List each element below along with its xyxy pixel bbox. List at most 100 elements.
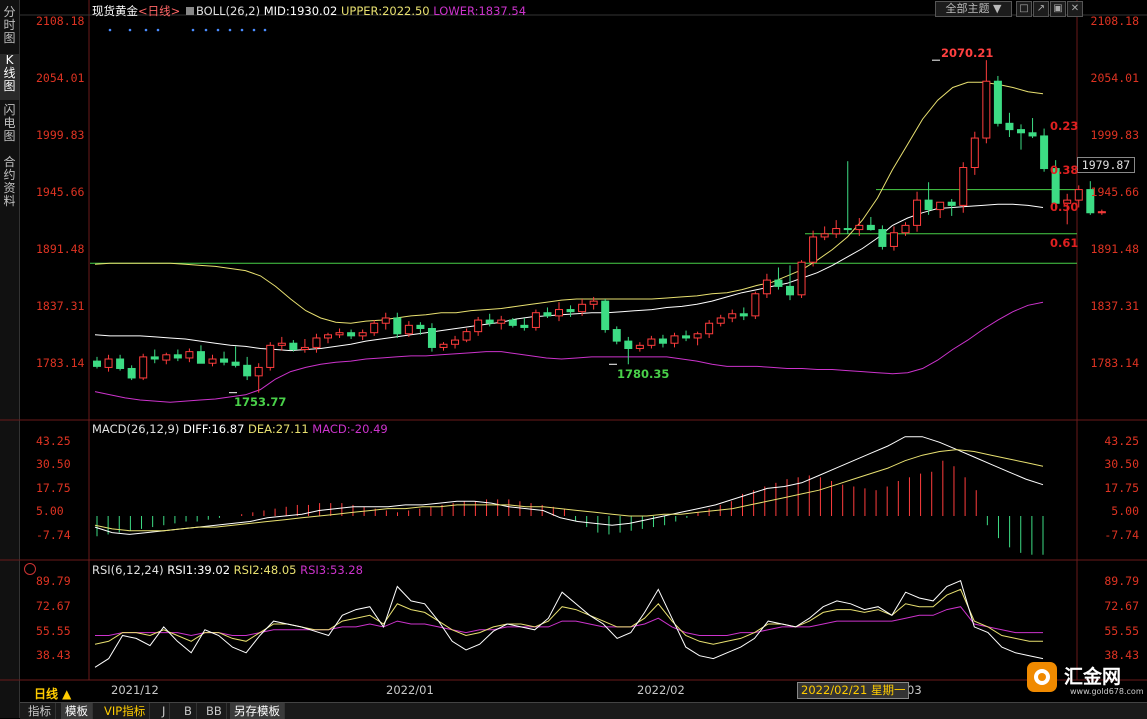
candle-body [1074,189,1083,201]
rsi-axis-left-0: 89.79 [36,574,71,588]
close-icon[interactable]: ✕ [1067,1,1083,17]
maximize-icon[interactable]: ▣ [1050,1,1066,17]
candle-body [832,228,841,235]
candle-body [427,327,436,348]
tab-save-template[interactable]: 另存模板 [230,703,285,719]
candle-body [843,228,852,231]
candle-body [243,364,252,377]
candle-body [889,232,898,247]
cursor-date-tag: 2022/02/21 星期一 [797,682,910,699]
signal-dot [204,28,208,32]
dropdown-arrow-icon: ▼ [993,2,1002,15]
tab-timeshare[interactable]: 分时图 [3,5,16,45]
fib-label-0236: 0.236 [1050,119,1078,133]
candle-body [913,199,922,226]
candle-body [797,261,806,296]
candle-body [1063,199,1072,204]
signal-dot [191,28,195,32]
macd-axis-right-0: 43.25 [1104,434,1139,448]
rsi-settings-icon[interactable] [24,563,36,575]
price-axis-left-0: 2108.18 [36,14,85,28]
candle-body [993,80,1002,124]
candle-body [578,303,587,313]
fib-label-0618: 0.618 [1050,236,1078,250]
macd-value: MACD:-20.49 [312,422,388,436]
period-selector[interactable]: 日线 ▲ [34,687,72,701]
candle-body [497,319,506,324]
macd-name: MACD(26,12,9) [92,422,180,436]
price-axis-right-3: 1945.66 [1090,185,1139,199]
macd-dea: DEA:27.11 [248,422,309,436]
candle-body [1086,189,1095,214]
candle-body [820,233,829,238]
tab-template[interactable]: 模板 [61,703,93,719]
price-axis-left-6: 1783.14 [36,356,85,370]
macd-axis-right-3: 5.00 [1111,504,1139,518]
macd-diff: DIFF:16.87 [183,422,245,436]
theme-dropdown[interactable]: 全部主题 ▼ [935,1,1012,17]
candle-body [393,317,402,335]
candle-body [901,224,910,234]
candle-body [670,335,679,344]
macd-axis-left-3: 5.00 [36,504,64,518]
candle-body [658,338,667,344]
high-price-label: 2070.21 [941,46,994,60]
x-date-3: 03 [907,683,922,697]
expand-icon[interactable]: ↗ [1033,1,1049,17]
rsi-axis-right-1: 72.67 [1104,599,1139,613]
candle-body [485,319,494,324]
macd-dea-line [94,449,1044,532]
price-axis-right-5: 1837.31 [1090,299,1139,313]
candle-body [185,351,194,359]
candle-body [786,285,794,296]
candle-body [439,343,448,348]
candle-body [566,309,575,313]
tab-vip-indicator[interactable]: VIP指标 [100,703,151,719]
tab-bb[interactable]: BB [202,703,227,719]
candle-body [728,313,737,319]
tab-kline[interactable]: K线图 [0,54,19,100]
tab-b[interactable]: B [180,703,197,719]
x-date-1: 2022/01 [386,683,434,697]
price-axis-left-1: 2054.01 [36,71,85,85]
candle-body [1028,132,1037,137]
low-price-label-1: 1753.77 [234,395,287,409]
minimize-icon[interactable]: □ [1016,1,1032,17]
candle-body [855,224,864,231]
candle-body [589,300,598,305]
candle-body [774,279,783,287]
candle-body [612,329,621,342]
candle-body [139,356,148,379]
signal-dot [108,28,112,32]
candle-body [982,80,991,139]
rsi3-value: RSI3:53.28 [300,563,363,577]
tab-indicator[interactable]: 指标 [24,703,56,719]
candle-body [705,322,714,335]
candle-body [878,229,887,247]
boll-mid: MID:1930.02 [263,4,338,18]
candle-body [335,332,344,336]
candle-body [404,324,413,335]
rsi1-line [94,580,1044,668]
candle-body [381,317,390,324]
macd-axis-left-2: 17.75 [36,481,71,495]
tab-flash-chart[interactable]: 闪电图 [3,103,16,143]
main-header: 现货黄金<日线> BOLL(26,2) MID:1930.02 UPPER:20… [92,3,526,19]
candle-body [208,358,217,364]
boll-lower-line [94,301,1044,403]
candle-body [531,312,540,328]
tab-j[interactable]: J [158,703,171,719]
symbol-name: 现货黄金 [92,4,138,18]
signal-dot [263,28,267,32]
candle-body [682,335,691,339]
candle-body [196,351,205,364]
macd-diff-line [94,436,1044,535]
candle-body [1097,211,1106,214]
candle-body [231,361,240,366]
candle-body [462,331,471,341]
macd-axis-left-4: -7.74 [36,528,71,542]
tab-contract-info[interactable]: 合约资料 [3,155,16,208]
price-axis-right-1: 2054.01 [1090,71,1139,85]
signal-dot [144,28,148,32]
